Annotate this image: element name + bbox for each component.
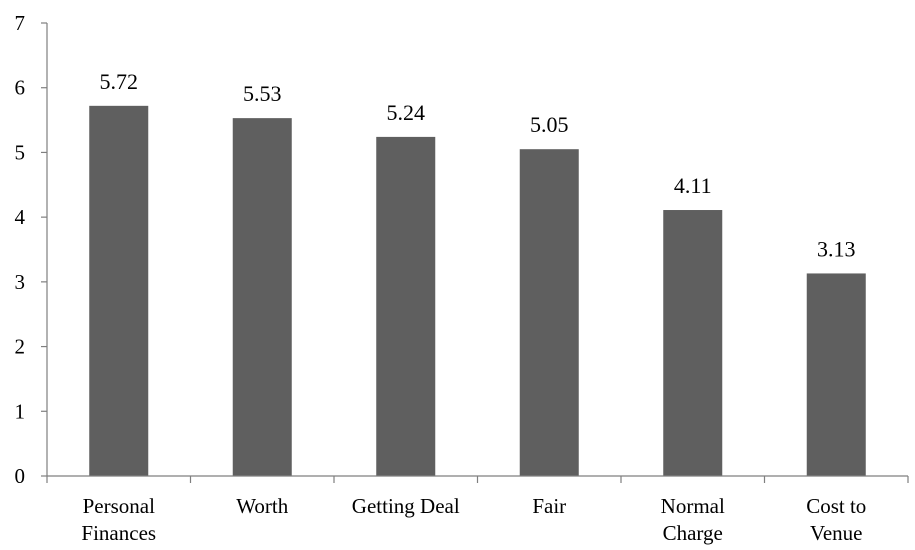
data-label: 4.11 [674, 173, 712, 198]
data-label: 5.05 [530, 112, 569, 137]
data-label: 5.53 [243, 81, 282, 106]
y-tick-label: 2 [15, 335, 26, 359]
x-tick-label-line: Getting Deal [352, 494, 460, 518]
y-tick-label: 6 [15, 76, 26, 100]
x-tick-label-line: Worth [236, 494, 288, 518]
data-label: 3.13 [817, 236, 856, 261]
data-labels: 5.72 5.53 5.24 5.05 4.11 3.13 [100, 69, 856, 262]
data-label: 5.72 [100, 69, 139, 94]
bar-series [89, 105, 866, 476]
bar [376, 136, 436, 476]
y-tick-label: 1 [15, 399, 26, 423]
x-tick-label-line: Venue [810, 521, 862, 545]
x-tick-label-line: Charge [663, 521, 723, 545]
x-axis: Personal Finances Worth Getting Deal Fair Nor… [46, 475, 909, 545]
y-axis: 0 1 2 3 4 5 6 7 [15, 11, 48, 488]
bar [519, 149, 579, 476]
y-tick-label: 3 [15, 270, 26, 294]
x-tick-label-line: Normal [661, 494, 725, 518]
bar [89, 105, 149, 476]
x-tick-label: Fair [532, 494, 566, 518]
x-tick-label-line: Finances [81, 521, 156, 545]
bar [232, 118, 292, 476]
bar [806, 273, 866, 476]
x-tick-label: Worth [236, 494, 288, 518]
x-tick-label: Cost to Venue [806, 494, 866, 545]
x-tick-label: Normal Charge [661, 494, 725, 545]
x-tick-label-line: Personal [83, 494, 155, 518]
x-tick-label: Personal Finances [81, 494, 156, 545]
y-tick-label: 4 [15, 205, 26, 229]
y-tick-label: 5 [15, 140, 26, 164]
y-tick-label: 0 [15, 464, 26, 488]
data-label: 5.24 [387, 100, 426, 125]
x-tick-label: Getting Deal [352, 494, 460, 518]
y-tick-label: 7 [15, 11, 26, 35]
x-tick-label-line: Fair [532, 494, 566, 518]
bar [663, 210, 723, 476]
x-tick-label-line: Cost to [806, 494, 866, 518]
